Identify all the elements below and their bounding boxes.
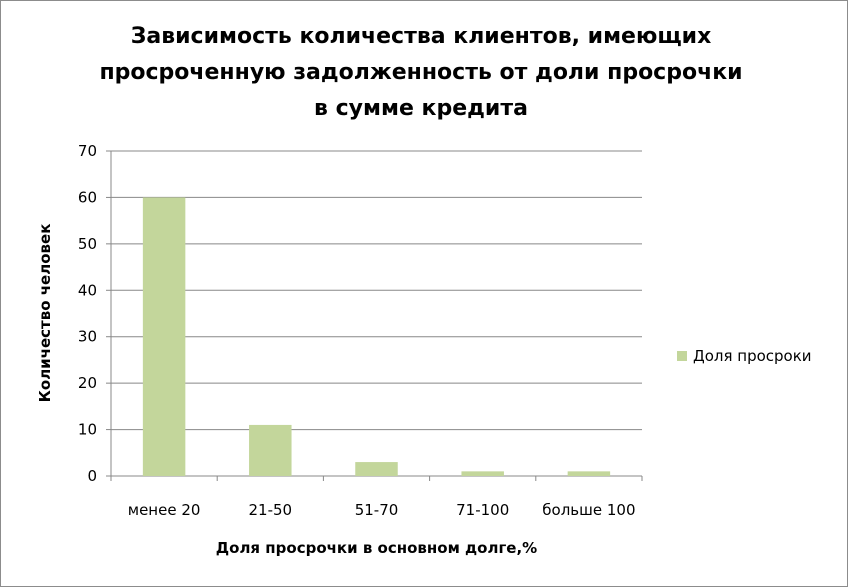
y-axis-title: Количество человек xyxy=(36,223,54,403)
bar xyxy=(249,424,292,476)
y-tick-label: 60 xyxy=(78,188,97,206)
y-tick-label: 10 xyxy=(78,421,97,439)
legend-label: Доля просроки xyxy=(693,347,812,365)
y-tick-label: 20 xyxy=(78,374,97,392)
chart-title: Зависимость количества клиентов, имеющих… xyxy=(99,24,743,121)
bar xyxy=(142,197,186,476)
legend: Доля просроки xyxy=(677,347,812,365)
x-tick-label: 51-70 xyxy=(355,501,399,519)
y-tick-label: 0 xyxy=(87,467,97,485)
y-tick-label: 40 xyxy=(78,281,97,299)
bar xyxy=(567,471,611,476)
x-tick-label: 71-100 xyxy=(456,501,509,519)
x-tick-label: больше 100 xyxy=(542,501,635,519)
y-tick-label: 30 xyxy=(78,328,97,346)
x-tick-label: менее 20 xyxy=(128,501,201,519)
bar xyxy=(461,471,504,476)
legend-swatch xyxy=(677,351,687,361)
x-tick-label: 21-50 xyxy=(249,501,293,519)
bar xyxy=(355,462,398,476)
y-tick-label: 70 xyxy=(78,142,97,160)
y-tick-label: 50 xyxy=(78,235,97,253)
x-axis-title: Доля просрочки в основном долге,% xyxy=(215,539,538,557)
